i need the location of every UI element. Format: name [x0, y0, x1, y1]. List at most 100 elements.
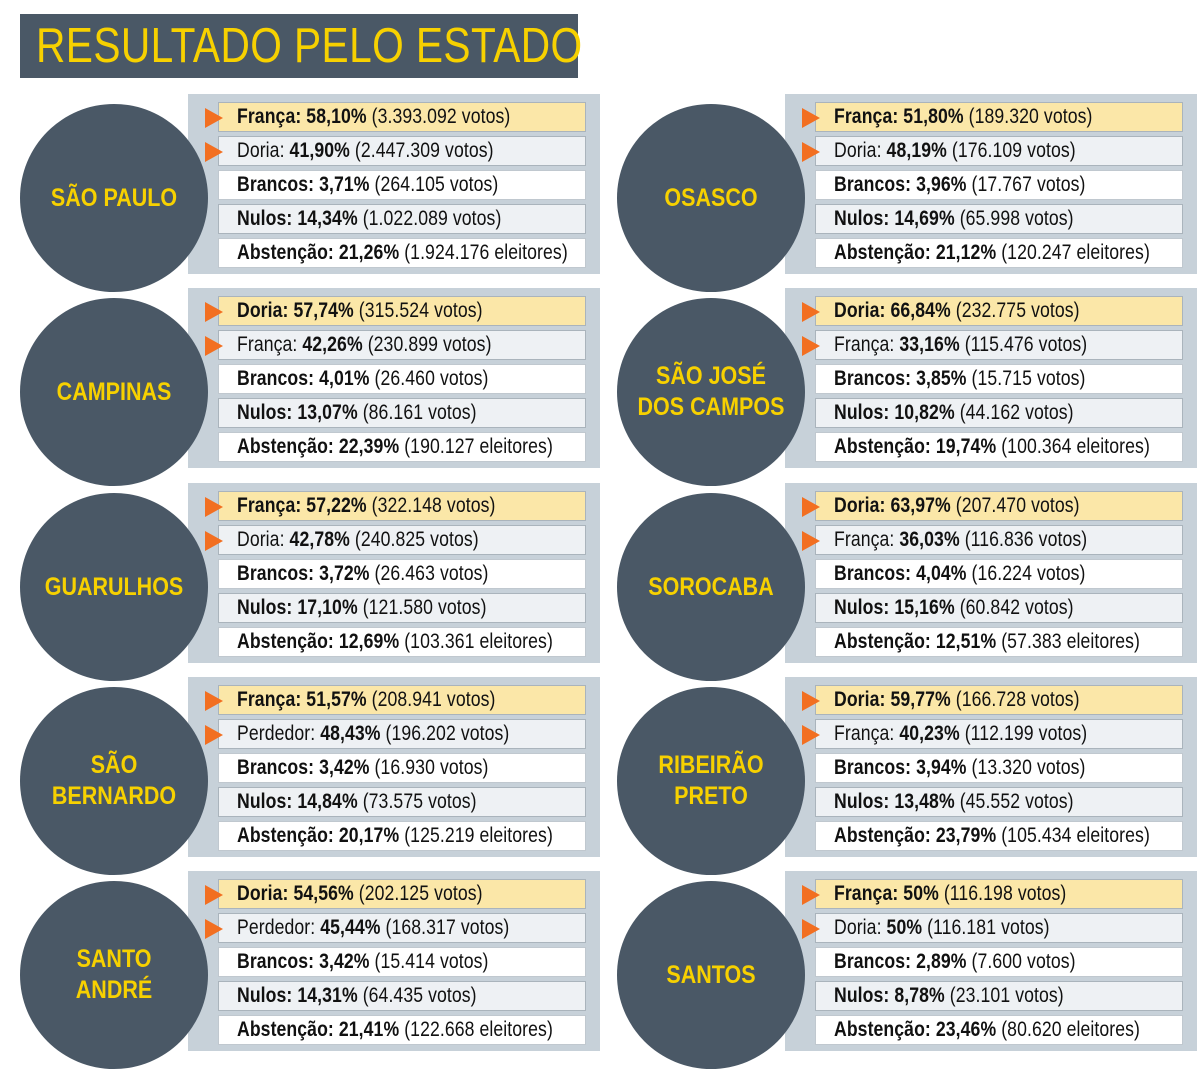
- result-percent: 13,07%: [297, 401, 363, 424]
- arrow-icon: [802, 497, 820, 517]
- results-list: França: 51,80% (189.320 votos) Doria: 48,…: [802, 102, 1183, 272]
- result-row: Doria: 41,90% (2.447.309 votos): [205, 136, 586, 166]
- result-text: Doria: 57,74% (315.524 votos): [237, 299, 483, 323]
- result-row: Nulos: 15,16% (60.842 votos): [815, 593, 1183, 623]
- result-label: Nulos:: [237, 596, 298, 619]
- city-badge: OSASCO: [617, 104, 805, 292]
- result-votes: (189.320 votos): [968, 105, 1093, 128]
- result-percent: 8,78%: [894, 984, 950, 1007]
- result-label: França:: [834, 722, 900, 745]
- result-label: Doria:: [237, 528, 290, 551]
- result-row: Abstenção: 20,17% (125.219 eleitores): [218, 821, 586, 851]
- result-row: Abstenção: 19,74% (100.364 eleitores): [815, 432, 1183, 462]
- result-label: Abstenção:: [834, 241, 936, 264]
- result-row: Doria: 59,77% (166.728 votos): [802, 685, 1183, 715]
- result-percent: 51,57%: [306, 688, 372, 711]
- city-name: SOROCABA: [648, 572, 774, 601]
- result-row: Abstenção: 21,26% (1.924.176 eleitores): [218, 238, 586, 268]
- result-row: Nulos: 14,31% (64.435 votos): [218, 981, 586, 1011]
- result-row: Doria: 66,84% (232.775 votos): [802, 296, 1183, 326]
- result-percent: 14,69%: [894, 207, 960, 230]
- result-label: Nulos:: [834, 790, 895, 813]
- result-label: Nulos:: [237, 984, 298, 1007]
- result-label: França:: [834, 528, 900, 551]
- city-badge: CAMPINAS: [20, 298, 208, 486]
- result-percent: 50%: [886, 916, 928, 939]
- result-votes: (120.247 eleitores): [1001, 241, 1150, 264]
- result-row: França: 40,23% (112.199 votos): [802, 719, 1183, 749]
- arrow-icon: [802, 919, 820, 939]
- result-percent: 4,04%: [916, 562, 972, 585]
- result-text: Doria: 59,77% (166.728 votos): [834, 688, 1080, 712]
- page-title: RESULTADO PELO ESTADO: [36, 19, 583, 73]
- result-label: Doria:: [834, 139, 887, 162]
- result-percent: 57,74%: [293, 299, 359, 322]
- result-text: Doria: 63,97% (207.470 votos): [834, 494, 1080, 518]
- result-text: Abstenção: 12,69% (103.361 eleitores): [237, 630, 553, 654]
- result-label: Abstenção:: [834, 1018, 936, 1041]
- arrow-icon: [205, 885, 223, 905]
- result-percent: 14,34%: [297, 207, 363, 230]
- result-label: França:: [834, 333, 900, 356]
- result-percent: 42,26%: [302, 333, 368, 356]
- result-label: Nulos:: [834, 207, 895, 230]
- city-block: CAMPINAS Doria: 57,74% (315.524 votos) Fra…: [20, 288, 600, 486]
- arrow-icon: [205, 497, 223, 517]
- result-row: Nulos: 8,78% (23.101 votos): [815, 981, 1183, 1011]
- result-percent: 3,42%: [319, 756, 375, 779]
- result-votes: (207.470 votos): [955, 494, 1080, 517]
- result-percent: 4,01%: [319, 367, 375, 390]
- result-votes: (3.393.092 votos): [371, 105, 511, 128]
- result-votes: (64.435 votos): [362, 984, 477, 1007]
- result-row: Doria: 50% (116.181 votos): [802, 913, 1183, 943]
- result-label: Brancos:: [237, 756, 320, 779]
- arrow-icon: [205, 142, 223, 162]
- arrow-icon: [802, 142, 820, 162]
- result-label: Nulos:: [834, 984, 895, 1007]
- result-votes: (16.224 votos): [971, 562, 1086, 585]
- result-label: Doria:: [237, 299, 294, 322]
- result-row: Abstenção: 12,51% (57.383 eleitores): [815, 627, 1183, 657]
- result-votes: (105.434 eleitores): [1001, 824, 1150, 847]
- result-text: Nulos: 13,07% (86.161 votos): [237, 401, 477, 425]
- result-text: Doria: 48,19% (176.109 votos): [834, 139, 1076, 163]
- result-text: Abstenção: 21,41% (122.668 eleitores): [237, 1018, 553, 1042]
- result-votes: (73.575 votos): [362, 790, 477, 813]
- city-badge: SÃO JOSÉ DOS CAMPOS: [617, 298, 805, 486]
- result-votes: (121.580 votos): [362, 596, 487, 619]
- result-text: Nulos: 10,82% (44.162 votos): [834, 401, 1074, 425]
- result-percent: 40,23%: [899, 722, 965, 745]
- results-list: Doria: 54,56% (202.125 votos) Perdedor: 4…: [205, 879, 586, 1049]
- result-text: Brancos: 3,96% (17.767 votos): [834, 173, 1086, 197]
- result-row: França: 33,16% (115.476 votos): [802, 330, 1183, 360]
- result-percent: 42,78%: [289, 528, 355, 551]
- results-list: Doria: 57,74% (315.524 votos) França: 42,…: [205, 296, 586, 466]
- result-votes: (2.447.309 votos): [354, 139, 494, 162]
- city-block: SÃO JOSÉ DOS CAMPOS Doria: 66,84% (232.77…: [617, 288, 1197, 486]
- result-votes: (176.109 votos): [951, 139, 1076, 162]
- result-label: Brancos:: [237, 367, 320, 390]
- result-percent: 21,41%: [338, 1018, 405, 1041]
- result-label: Doria:: [834, 299, 891, 322]
- result-votes: (16.930 votos): [374, 756, 489, 779]
- result-text: Brancos: 3,42% (16.930 votos): [237, 756, 489, 780]
- result-percent: 66,84%: [890, 299, 956, 322]
- result-percent: 63,97%: [890, 494, 956, 517]
- result-row: Nulos: 14,84% (73.575 votos): [218, 787, 586, 817]
- result-percent: 21,12%: [935, 241, 1002, 264]
- result-row: França: 50% (116.198 votos): [802, 879, 1183, 909]
- results-list: França: 57,22% (322.148 votos) Doria: 42,…: [205, 491, 586, 661]
- result-percent: 57,22%: [306, 494, 372, 517]
- result-label: França:: [237, 494, 307, 517]
- result-votes: (125.219 eleitores): [404, 824, 553, 847]
- result-row: França: 57,22% (322.148 votos): [205, 491, 586, 521]
- result-percent: 13,48%: [894, 790, 960, 813]
- result-votes: (116.181 votos): [927, 916, 1050, 939]
- city-name: SÃO BERNARDO: [51, 751, 177, 810]
- result-percent: 17,10%: [297, 596, 363, 619]
- result-text: Nulos: 14,31% (64.435 votos): [237, 984, 477, 1008]
- result-row: Brancos: 3,42% (16.930 votos): [218, 753, 586, 783]
- result-votes: (1.022.089 votos): [362, 207, 502, 230]
- result-votes: (112.199 votos): [964, 722, 1088, 745]
- result-row: Abstenção: 22,39% (190.127 eleitores): [218, 432, 586, 462]
